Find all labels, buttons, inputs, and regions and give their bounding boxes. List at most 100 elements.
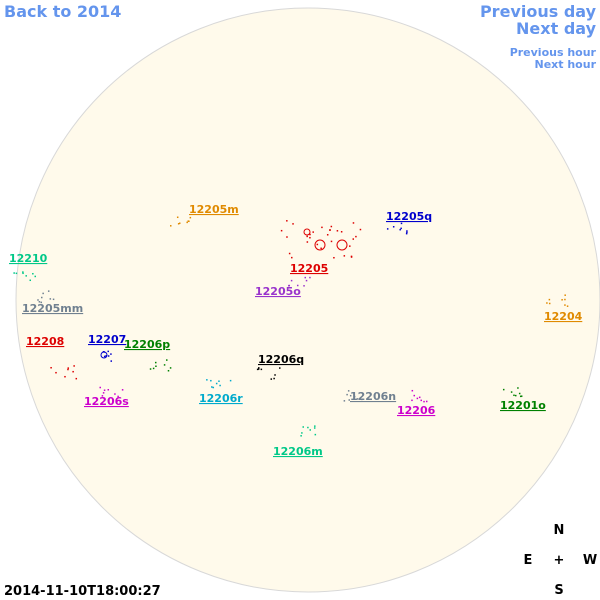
spot	[548, 298, 551, 301]
spot	[73, 365, 75, 367]
region-label[interactable]: 12204	[544, 310, 583, 323]
spot	[564, 298, 566, 301]
spot	[306, 235, 308, 238]
region-label[interactable]: 12206s	[84, 395, 129, 408]
spot	[110, 360, 113, 362]
region-label[interactable]: 12205o	[255, 285, 301, 298]
region-label[interactable]: 12206q	[258, 353, 304, 366]
region-label[interactable]: 12205mm	[22, 302, 83, 315]
spot	[229, 379, 232, 382]
next-hour-link[interactable]: Next hour	[535, 58, 597, 71]
previous-hour-link[interactable]: Previous hour	[510, 46, 597, 59]
region-label[interactable]: 12205m	[189, 203, 239, 216]
spot	[423, 400, 425, 403]
spot	[347, 390, 350, 392]
spot	[400, 222, 403, 225]
sunspots	[13, 216, 569, 437]
spot	[166, 359, 168, 361]
region-label[interactable]: 12210	[9, 252, 48, 265]
spot-ring	[100, 351, 108, 359]
previous-day-link[interactable]: Previous day	[480, 2, 597, 21]
spot	[34, 275, 36, 278]
spot	[416, 397, 419, 400]
region-label[interactable]: 12206r	[199, 392, 243, 405]
spot	[49, 298, 52, 300]
spot	[103, 355, 106, 358]
spot	[349, 245, 351, 247]
spot	[22, 271, 24, 273]
spot	[67, 367, 70, 369]
spot	[286, 220, 288, 222]
spot	[329, 229, 331, 231]
spot	[355, 235, 357, 238]
spot	[163, 364, 166, 366]
spot	[167, 369, 170, 372]
region-label[interactable]: 12206p	[124, 338, 170, 351]
spot	[99, 386, 101, 389]
spot	[386, 228, 389, 230]
spot	[330, 225, 333, 228]
spot-ring	[303, 228, 311, 236]
spot	[352, 222, 355, 224]
spot	[340, 231, 343, 233]
region-label[interactable]: 12206	[397, 404, 436, 417]
spot	[517, 387, 519, 389]
spot	[152, 367, 155, 370]
spot	[13, 272, 15, 274]
next-day-link[interactable]: Next day	[516, 19, 597, 38]
spot	[72, 370, 74, 373]
spot	[67, 368, 69, 371]
spot	[280, 229, 283, 232]
spot	[314, 433, 317, 436]
timestamp: 2014-11-10T18:00:27	[4, 584, 161, 599]
region-label[interactable]: 12205	[290, 262, 328, 275]
region-label[interactable]: 12206n	[350, 390, 396, 403]
spot	[15, 272, 18, 275]
spot	[206, 379, 208, 381]
spot	[121, 389, 124, 391]
spot	[307, 426, 309, 429]
spot	[343, 400, 346, 402]
spot	[352, 238, 355, 240]
spot	[270, 378, 273, 380]
spot	[348, 399, 350, 401]
spot	[292, 223, 294, 225]
spot	[107, 355, 110, 357]
spot	[301, 432, 303, 434]
spot	[303, 285, 305, 287]
region-label[interactable]: 12201o	[500, 399, 546, 412]
spot	[47, 290, 50, 292]
spot	[312, 231, 314, 233]
spot	[400, 227, 402, 230]
region-label[interactable]: 12208	[26, 335, 64, 348]
region-label[interactable]: 12205q	[386, 210, 432, 223]
spot	[309, 276, 311, 279]
back-link[interactable]: Back to 2014	[4, 2, 121, 21]
spot	[546, 302, 548, 304]
spot	[42, 292, 44, 295]
spot-ring	[336, 239, 348, 251]
spot	[37, 299, 39, 301]
region-label[interactable]: 12207	[88, 333, 126, 346]
spot	[149, 368, 152, 370]
spot	[561, 299, 563, 301]
spot	[38, 301, 41, 303]
region-label[interactable]: 12206m	[273, 445, 323, 458]
spot	[411, 399, 413, 402]
spot	[564, 294, 566, 296]
compass-south: S	[554, 583, 563, 598]
spot	[101, 395, 104, 397]
spot	[155, 365, 157, 368]
spot	[356, 398, 359, 400]
spot	[188, 220, 190, 223]
spot	[102, 392, 105, 394]
spot	[274, 374, 276, 376]
spot	[313, 427, 316, 429]
spot	[176, 216, 179, 219]
spot	[306, 241, 309, 243]
spot	[210, 379, 212, 382]
spot	[309, 429, 311, 431]
spot	[399, 228, 401, 231]
